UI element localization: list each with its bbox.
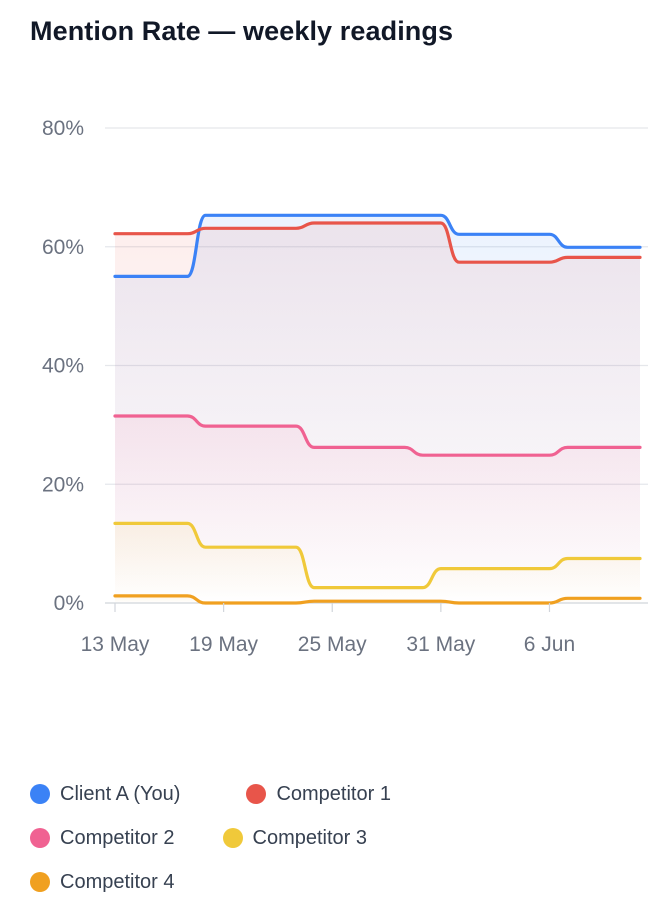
- x-axis: 13 May 19 May 25 May 31 May 6 Jun: [81, 603, 575, 656]
- legend-dot-icon: [30, 784, 50, 804]
- legend-dot-icon: [30, 828, 50, 848]
- y-tick-label: 0%: [54, 592, 84, 615]
- legend-item-competitor-2[interactable]: Competitor 2: [30, 827, 175, 850]
- series-line: [113, 221, 642, 264]
- x-tick-label: 19 May: [189, 633, 258, 656]
- legend: Client A (You) Competitor 1 Competitor 2…: [30, 772, 650, 904]
- series-line: [113, 213, 642, 278]
- legend-label: Competitor 1: [276, 782, 391, 805]
- legend-item-competitor-3[interactable]: Competitor 3: [222, 826, 368, 850]
- x-tick-label: 6 Jun: [524, 633, 575, 656]
- legend-label: Competitor 3: [252, 826, 368, 849]
- legend-item-competitor-1[interactable]: Competitor 1: [246, 783, 391, 806]
- legend-label: Competitor 4: [60, 870, 175, 893]
- legend-item-client-a[interactable]: Client A (You): [30, 783, 180, 806]
- legend-dot-icon: [246, 784, 267, 804]
- legend-label: Client A (You): [60, 782, 181, 805]
- legend-item-competitor-4[interactable]: Competitor 4: [30, 871, 175, 894]
- chart-title: Mention Rate — weekly readings: [30, 16, 454, 46]
- legend-dot-icon: [30, 872, 50, 892]
- series-line: [113, 521, 642, 590]
- legend-row: Competitor 2 Competitor 3: [30, 816, 650, 860]
- legend-row: Client A (You) Competitor 1: [30, 772, 650, 816]
- series-area-fill: [115, 523, 640, 603]
- y-axis: 0% 20% 40% 60% 80%: [42, 117, 84, 615]
- area-fills: [115, 215, 640, 604]
- line-chart: 0% 20% 40% 60% 80% 13 May 19 May 25 May 31 May 6…: [42, 117, 648, 656]
- series-line: [113, 414, 642, 457]
- legend-row: Competitor 4: [30, 860, 650, 904]
- x-tick-label: 13 May: [81, 633, 150, 656]
- legend-label: Competitor 2: [60, 826, 175, 849]
- series-line: [113, 594, 642, 605]
- y-tick-label: 80%: [42, 117, 84, 140]
- x-tick-label: 25 May: [298, 633, 367, 656]
- legend-dot-icon: [222, 828, 243, 848]
- y-tick-label: 40%: [42, 355, 84, 378]
- series-lines: [113, 213, 642, 605]
- x-tick-label: 31 May: [406, 633, 475, 656]
- y-tick-label: 60%: [42, 236, 84, 259]
- y-tick-label: 20%: [42, 473, 84, 496]
